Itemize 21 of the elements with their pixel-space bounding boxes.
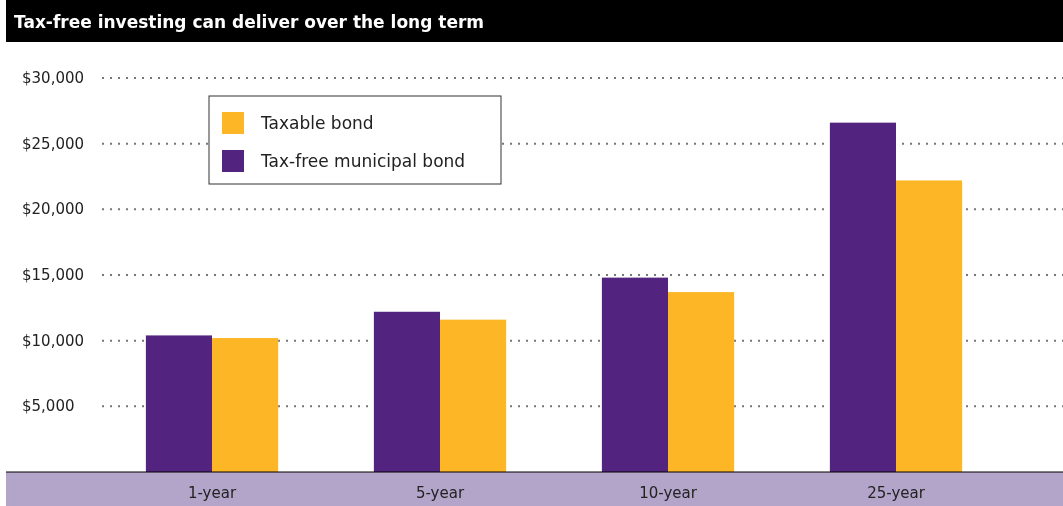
bar: [668, 292, 735, 472]
y-tick-label: $20,000: [22, 200, 85, 219]
x-tick-label: 10-year: [639, 484, 698, 502]
y-tick-label: $15,000: [22, 266, 85, 284]
y-tick-label: $30,000: [22, 69, 85, 87]
x-tick-label: 25-year: [867, 484, 926, 502]
bar: [212, 338, 279, 472]
bar: [145, 335, 212, 472]
bar: [829, 122, 896, 472]
legend-label: Tax-free municipal bond: [260, 151, 466, 171]
bar: [373, 311, 440, 472]
y-tick-label: $25,000: [22, 134, 85, 153]
y-tick-label: $10,000: [22, 331, 85, 350]
bar: [601, 277, 668, 472]
x-tick-label: 1-year: [187, 484, 237, 502]
x-tick-label: 5-year: [415, 484, 465, 502]
y-tick-label: $5,000: [22, 397, 75, 416]
bar: [440, 319, 507, 472]
legend-label: Taxable bond: [260, 113, 374, 133]
bar: [896, 180, 963, 472]
chart-title: Tax-free investing can deliver over the long term: [14, 12, 485, 32]
